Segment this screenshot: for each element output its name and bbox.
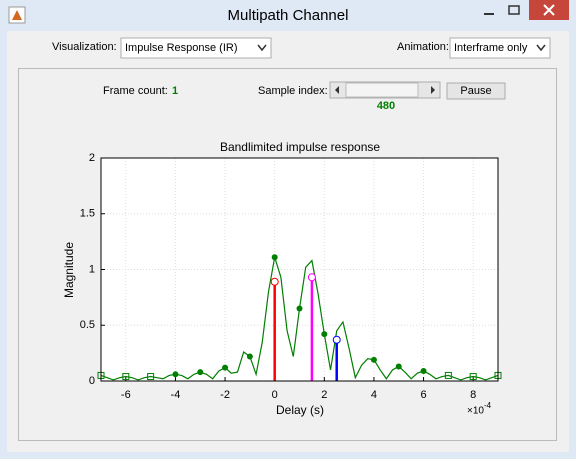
- slider-thumb[interactable]: [345, 82, 419, 98]
- dropdown-arrow: [536, 44, 546, 52]
- sample-dot: [395, 363, 402, 370]
- visualization-value: Impulse Response (IR): [125, 42, 238, 54]
- x-tick-label: 4: [371, 389, 377, 401]
- frame-count: 1: [172, 85, 178, 97]
- x-tick-label: -4: [171, 389, 181, 401]
- sample-square: [444, 371, 452, 379]
- sample-index: 480: [377, 100, 395, 112]
- x-tick-label: 0: [272, 389, 278, 401]
- y-tick-label: 0: [89, 375, 95, 387]
- axes-box: [100, 157, 499, 382]
- panel: [18, 68, 557, 441]
- animation-value: Interframe only: [454, 42, 528, 54]
- visualization-dropdown[interactable]: [120, 37, 272, 59]
- close-glyph: [543, 4, 555, 16]
- sample-dot: [271, 254, 278, 261]
- maximize-glyph: [508, 5, 520, 15]
- sample-square: [147, 373, 155, 381]
- sample-dot: [197, 369, 204, 376]
- stem-head: [332, 335, 341, 344]
- sample-index-label: Sample index:: [258, 85, 328, 97]
- sample-dot: [222, 364, 229, 371]
- animation-dropdown[interactable]: [449, 37, 551, 59]
- pause-button[interactable]: [446, 82, 506, 100]
- sample-dot: [321, 331, 328, 338]
- x-exponent-base: ×10: [467, 406, 484, 417]
- pause-button-label: Pause: [460, 85, 491, 97]
- y-axis-label: Magnitude: [62, 242, 76, 298]
- x-axis-label: Delay (s): [276, 403, 324, 417]
- dropdown-arrow: [257, 44, 267, 52]
- y-tick-label: 2: [89, 152, 95, 164]
- window-title: Multipath Channel: [228, 7, 349, 24]
- sample-dot: [370, 356, 377, 363]
- sample-dot: [296, 305, 303, 312]
- sample-dot: [420, 367, 427, 374]
- x-tick-label: 2: [321, 389, 327, 401]
- y-tick-label: 1.5: [80, 208, 95, 220]
- x-exponent: -4: [484, 401, 492, 410]
- x-tick-label: 8: [470, 389, 476, 401]
- x-tick-label: -6: [121, 389, 131, 401]
- y-tick-label: 0.5: [80, 319, 95, 331]
- y-tick-label: 1: [89, 263, 95, 275]
- visualization-label: Visualization:: [52, 41, 117, 53]
- x-tick-label: -2: [220, 389, 230, 401]
- chart-title: Bandlimited impulse response: [220, 140, 380, 154]
- sample-dot: [246, 353, 253, 360]
- x-tick-label: 6: [421, 389, 427, 401]
- animation-label: Animation:: [397, 41, 449, 53]
- frame-count-label: Frame count:: [103, 85, 168, 97]
- stem-head: [270, 277, 279, 286]
- sample-dot: [172, 371, 179, 378]
- sample-square: [122, 373, 130, 381]
- stem-head: [307, 273, 316, 282]
- sample-square: [469, 373, 477, 381]
- app-icon-glyph: [12, 10, 22, 20]
